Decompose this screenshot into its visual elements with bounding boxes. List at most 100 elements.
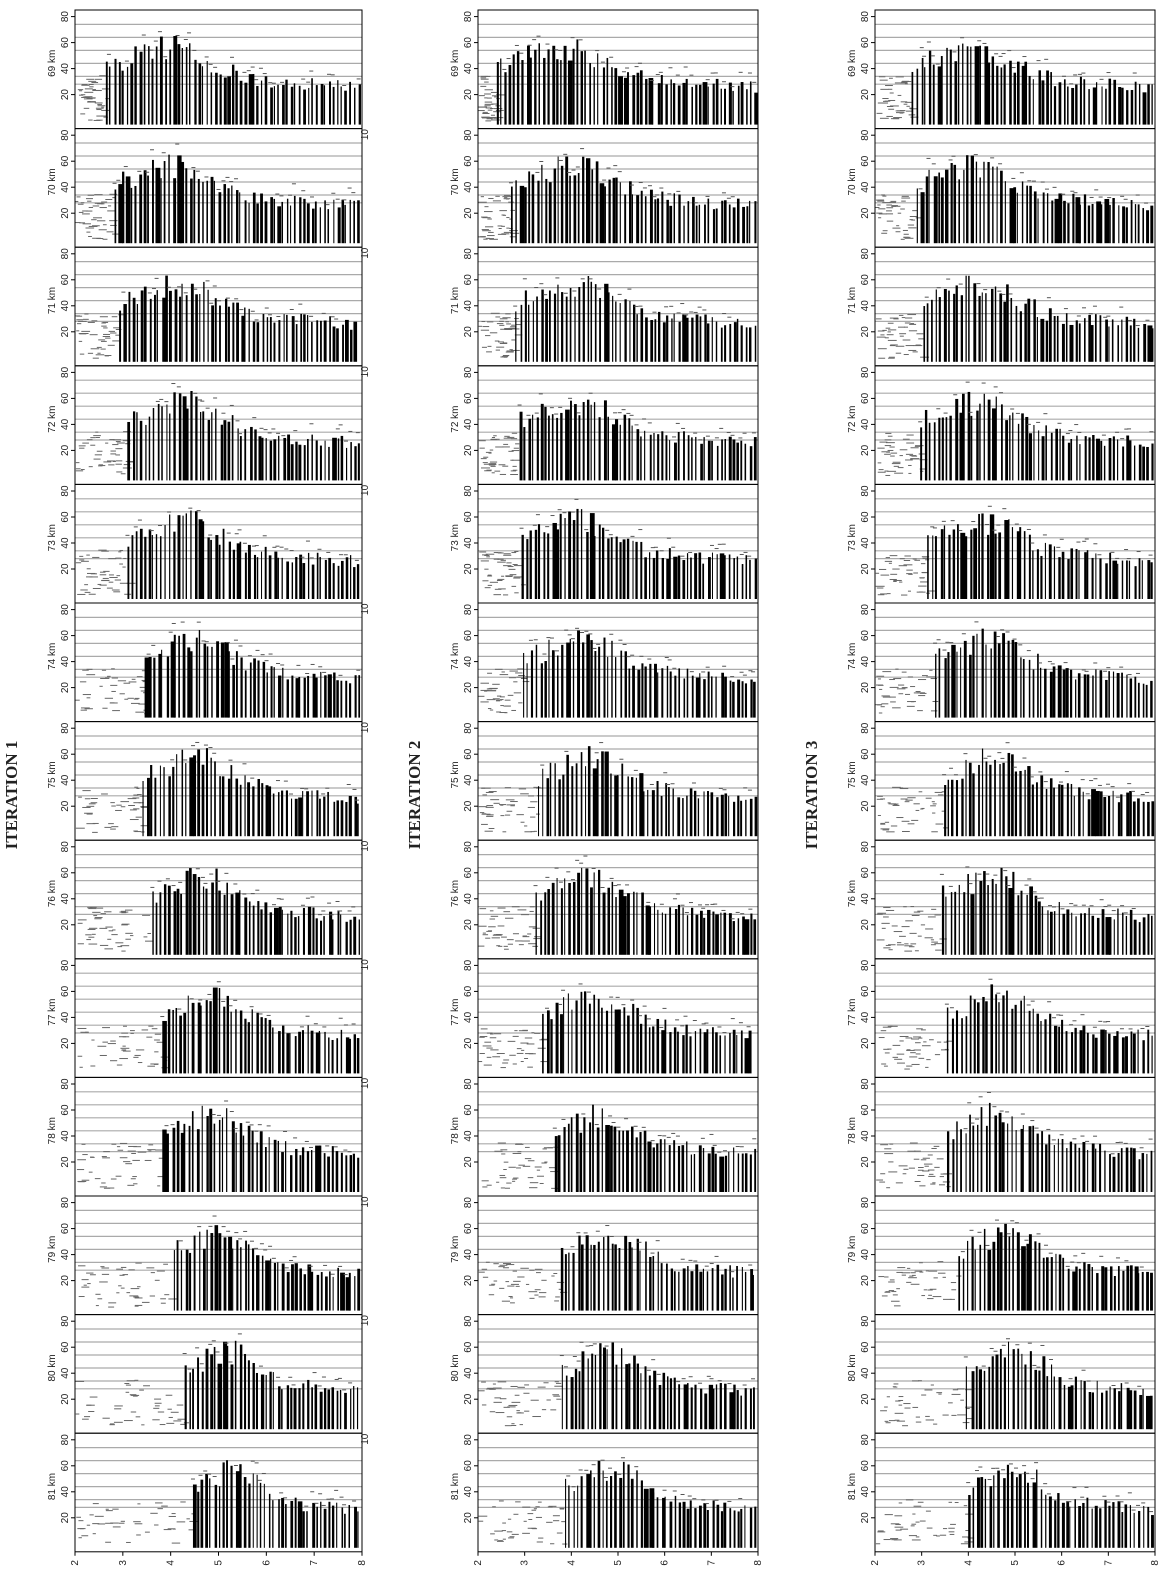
- panel-label: 76 km: [450, 880, 461, 907]
- trace: [712, 83, 715, 125]
- trace: [1020, 1000, 1022, 1074]
- trace: [677, 1031, 679, 1074]
- trace: [285, 1141, 287, 1192]
- trace: [619, 424, 621, 481]
- noise: [81, 1535, 89, 1537]
- y-tick-label: 20: [860, 326, 871, 338]
- trace-speckle: [919, 47, 924, 49]
- trace: [256, 1012, 259, 1074]
- noise: [934, 914, 942, 916]
- trace: [715, 914, 719, 955]
- noise: [142, 914, 151, 916]
- noise: [559, 1507, 565, 1509]
- trace: [547, 49, 550, 125]
- noise: [501, 936, 507, 938]
- noise: [523, 1392, 530, 1394]
- trace: [587, 746, 591, 837]
- trace: [1041, 80, 1045, 125]
- trace: [652, 1256, 655, 1311]
- trace: [295, 1148, 298, 1192]
- noise: [127, 798, 137, 800]
- trace: [636, 1363, 640, 1430]
- trace: [695, 436, 697, 481]
- noise: [909, 1142, 918, 1144]
- trace: [723, 200, 727, 244]
- noise: [895, 76, 904, 78]
- trace-speckle: [1140, 1028, 1145, 1030]
- trace: [1121, 1037, 1125, 1074]
- trace: [643, 791, 645, 837]
- trace: [719, 1156, 725, 1192]
- trace-speckle: [692, 1020, 697, 1022]
- trace: [190, 391, 193, 481]
- trace: [189, 1252, 192, 1311]
- trace-speckle: [549, 407, 554, 409]
- noise: [535, 787, 543, 789]
- noise: [100, 203, 105, 205]
- trace: [923, 306, 926, 362]
- trace: [953, 293, 956, 362]
- y-tick-label: 60: [463, 37, 474, 49]
- noise: [889, 696, 896, 698]
- trace: [960, 647, 962, 718]
- trace: [669, 205, 673, 244]
- trace: [938, 417, 941, 481]
- noise: [101, 109, 110, 111]
- noise: [882, 696, 891, 698]
- trace-speckle: [276, 316, 281, 318]
- trace: [1022, 659, 1025, 718]
- trace: [202, 886, 205, 955]
- noise: [492, 1506, 496, 1508]
- noise: [482, 1276, 489, 1278]
- trace: [291, 316, 295, 362]
- y-tick-label: 80: [860, 11, 871, 23]
- noise: [877, 204, 881, 206]
- noise: [115, 460, 123, 462]
- y-tick-label: 40: [463, 537, 474, 549]
- trace-speckle: [237, 433, 242, 435]
- trace: [753, 437, 757, 481]
- trace-speckle: [228, 1005, 233, 1007]
- noise: [101, 1267, 110, 1269]
- trace: [169, 49, 172, 125]
- trace: [1029, 886, 1033, 955]
- noise: [79, 559, 85, 561]
- noise: [942, 1181, 951, 1183]
- trace: [736, 1035, 738, 1074]
- trace: [203, 643, 207, 718]
- noise: [535, 1516, 542, 1518]
- noise: [902, 438, 910, 440]
- trace: [1141, 560, 1143, 599]
- trace-speckle: [613, 412, 618, 414]
- trace-speckle: [1001, 53, 1006, 55]
- trace: [656, 198, 660, 244]
- noise: [902, 339, 911, 341]
- noise: [513, 576, 522, 578]
- trace: [1086, 674, 1090, 718]
- trace-speckle: [289, 550, 294, 552]
- trace: [311, 564, 315, 599]
- trace: [285, 790, 288, 837]
- trace: [702, 82, 708, 125]
- trace-speckle: [634, 305, 639, 307]
- trace: [733, 801, 736, 837]
- trace-speckle: [1048, 905, 1053, 907]
- noise: [514, 551, 519, 553]
- trace-speckle: [566, 1475, 571, 1477]
- trace-speckle: [576, 412, 581, 414]
- trace: [1000, 170, 1003, 244]
- trace-speckle: [258, 1365, 263, 1367]
- trace: [1130, 200, 1133, 244]
- noise: [494, 668, 503, 670]
- trace: [242, 1135, 245, 1192]
- trace: [185, 47, 188, 125]
- noise: [143, 936, 148, 938]
- trace: [648, 78, 654, 125]
- trace: [597, 1460, 601, 1548]
- trace-speckle: [323, 1264, 328, 1266]
- trace: [170, 641, 176, 718]
- noise: [910, 108, 918, 110]
- panel-label: 81 km: [47, 1473, 58, 1500]
- trace-speckle: [1006, 885, 1011, 887]
- noise: [481, 321, 486, 323]
